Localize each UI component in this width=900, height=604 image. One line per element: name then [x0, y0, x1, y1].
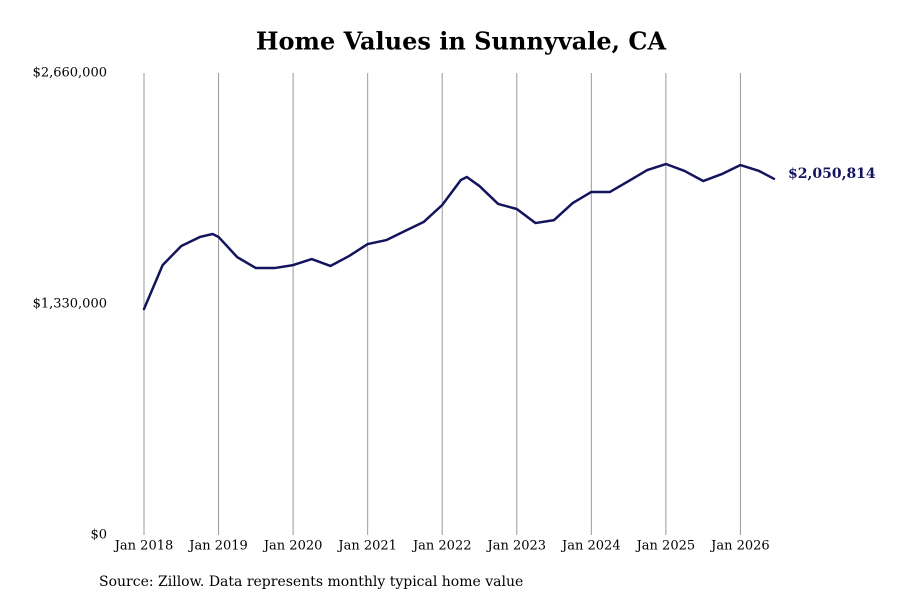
x-tick-label: Jan 2019 [187, 539, 248, 554]
x-tick-label: Jan 2025 [635, 539, 696, 554]
x-tick-label: Jan 2021 [336, 539, 397, 554]
end-value-label: $2,050,814 [788, 166, 876, 182]
line-series [142, 162, 776, 311]
x-tick-label: Jan 2023 [485, 539, 546, 554]
y-tick-label: $0 [90, 528, 107, 543]
x-tick-label: Jan 2026 [709, 539, 770, 554]
source-note: Source: Zillow. Data represents monthly … [99, 574, 523, 590]
x-tick-label: Jan 2022 [411, 539, 472, 554]
x-tick-label: Jan 2024 [560, 539, 621, 554]
y-tick-label: $2,660,000 [33, 66, 107, 81]
chart-title: Home Values in Sunnyvale, CA [256, 27, 667, 56]
x-tick-label: Jan 2020 [262, 539, 323, 554]
x-tick-label: Jan 2018 [113, 539, 174, 554]
y-tick-label: $1,330,000 [33, 297, 107, 312]
